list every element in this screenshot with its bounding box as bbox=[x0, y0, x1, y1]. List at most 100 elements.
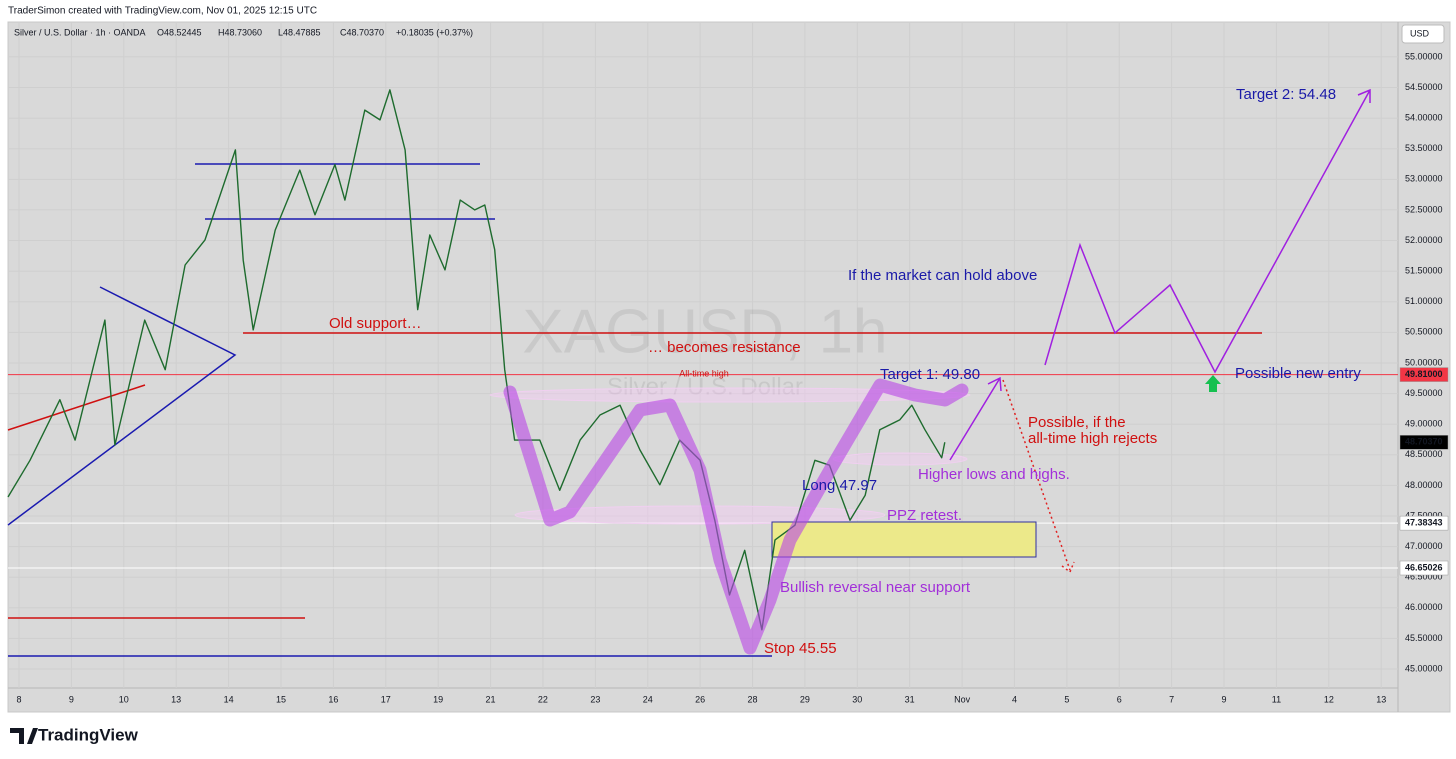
x-tick-label: 12 bbox=[1324, 694, 1334, 704]
price-tag-label: 48.70370 bbox=[1405, 437, 1443, 447]
annotation: All-time high bbox=[679, 368, 729, 378]
annotation: Target 2: 54.48 bbox=[1236, 86, 1336, 103]
annotation: … becomes resistance bbox=[648, 339, 801, 356]
chart-title: Silver / U.S. Dollar · 1h · OANDA bbox=[14, 27, 146, 37]
x-tick-label: 24 bbox=[643, 694, 653, 704]
price-tag bbox=[1399, 515, 1449, 531]
series bbox=[7, 89, 946, 631]
y-tick-label: 48.50000 bbox=[1405, 449, 1443, 459]
y-tick-label: 51.00000 bbox=[1405, 296, 1443, 306]
x-tick-label: 7 bbox=[1169, 694, 1174, 704]
chart-panel bbox=[7, 21, 1451, 713]
annotation: Possible new entry bbox=[1235, 365, 1361, 382]
time-axis: 8 9 10 13 14 15 16 17 19 21 22 23 24 26 28 29 30 31 Nov 4 5 6… bbox=[16, 694, 1386, 704]
levels bbox=[8, 374, 1398, 569]
x-tick-label: 5 bbox=[1064, 694, 1069, 704]
x-tick-label: 4 bbox=[1012, 694, 1017, 704]
y-tick-label: 48.00000 bbox=[1405, 480, 1443, 490]
drawings bbox=[7, 163, 1262, 657]
x-tick-label: 9 bbox=[1222, 694, 1227, 704]
x-tick-label: 9 bbox=[69, 694, 74, 704]
x-tick-label: 6 bbox=[1117, 694, 1122, 704]
annotation: If the market can hold above bbox=[848, 267, 1037, 284]
x-tick-label: 8 bbox=[16, 694, 21, 704]
ohlc: L48.47885 bbox=[278, 27, 321, 37]
annotation: Possible, if the bbox=[1028, 414, 1126, 431]
annotation: PPZ retest. bbox=[887, 507, 962, 524]
x-tick-label: 29 bbox=[800, 694, 810, 704]
annotation: all-time high rejects bbox=[1028, 430, 1157, 447]
grid bbox=[8, 22, 1398, 688]
ohlc: O48.52445 bbox=[157, 27, 202, 37]
triangle bbox=[7, 286, 237, 526]
price-axis: 45.00000 45.50000 46.00000 46.50000 47.00000… bbox=[1399, 51, 1449, 673]
y-tick-label: 46.50000 bbox=[1405, 572, 1443, 582]
annotations: Old support… … becomes resistance All-ti… bbox=[329, 86, 1361, 657]
x-tick-label: 15 bbox=[276, 694, 286, 704]
annotation: Stop 45.55 bbox=[764, 640, 837, 657]
price-tag-label: 46.65026 bbox=[1405, 562, 1443, 572]
x-tick-label: 21 bbox=[486, 694, 496, 704]
x-tick-label: 26 bbox=[695, 694, 705, 704]
y-tick-label: 50.50000 bbox=[1405, 327, 1443, 337]
x-tick-label: Nov bbox=[954, 694, 971, 704]
projection-dotted bbox=[1002, 379, 1075, 574]
x-tick-label: 11 bbox=[1272, 694, 1281, 704]
x-tick-label: 30 bbox=[852, 694, 862, 704]
x-tick-label: 28 bbox=[748, 694, 758, 704]
x-tick-label: 23 bbox=[590, 694, 600, 704]
annotation: Bullish reversal near support bbox=[780, 579, 971, 596]
y-tick-label: 45.00000 bbox=[1405, 663, 1443, 673]
annotation: Old support… bbox=[329, 315, 422, 332]
projection bbox=[1044, 88, 1371, 374]
y-tick-label: 54.50000 bbox=[1405, 82, 1443, 92]
x-tick-label: 13 bbox=[1376, 694, 1386, 704]
projection bbox=[949, 376, 1002, 461]
annotation: Target 1: 49.80 bbox=[880, 366, 980, 383]
x-tick-label: 14 bbox=[224, 694, 234, 704]
watermark-sub: Silver / U.S. Dollar bbox=[607, 373, 803, 400]
y-tick-label: 46.00000 bbox=[1405, 602, 1443, 612]
drawing-line bbox=[7, 384, 146, 431]
x-tick-label: 17 bbox=[381, 694, 391, 704]
entry-arrow bbox=[1205, 375, 1221, 392]
annotation: Long 47.97 bbox=[802, 477, 877, 494]
y-tick-label: 53.00000 bbox=[1405, 174, 1443, 184]
y-tick-label: 49.50000 bbox=[1405, 388, 1443, 398]
y-tick-label: 54.00000 bbox=[1405, 112, 1443, 122]
price-tag bbox=[1399, 367, 1449, 382]
drawings-top bbox=[503, 88, 1371, 655]
header: TraderSimon created with TradingView.com… bbox=[8, 6, 317, 17]
ppz-box bbox=[771, 521, 1037, 558]
y-tick-label: 47.50000 bbox=[1405, 510, 1443, 520]
y-tick-label: 47.00000 bbox=[1405, 541, 1443, 551]
currency-box[interactable] bbox=[1401, 24, 1445, 44]
price-tag-label: 47.38343 bbox=[1405, 518, 1443, 528]
x-tick-label: 31 bbox=[905, 694, 915, 704]
pattern-path bbox=[503, 378, 969, 655]
annotation: Higher lows and highs. bbox=[918, 466, 1070, 483]
logo bbox=[10, 728, 38, 744]
footer: TradingView bbox=[38, 725, 139, 744]
y-tick-label: 52.50000 bbox=[1405, 204, 1443, 214]
x-tick-label: 13 bbox=[171, 694, 181, 704]
x-tick-label: 19 bbox=[433, 694, 443, 704]
y-tick-label: 52.00000 bbox=[1405, 235, 1443, 245]
y-tick-label: 53.50000 bbox=[1405, 143, 1443, 153]
currency[interactable]: USD bbox=[1410, 28, 1430, 38]
watermark: XAGUSD, 1h bbox=[522, 297, 887, 366]
zone-ellipse bbox=[489, 387, 971, 403]
y-tick-label: 55.00000 bbox=[1405, 51, 1443, 61]
price-line bbox=[7, 89, 946, 631]
price-tag bbox=[1399, 560, 1449, 576]
x-tick-label: 16 bbox=[328, 694, 338, 704]
x-tick-label: 10 bbox=[119, 694, 129, 704]
price-tag-label: 49.81000 bbox=[1405, 369, 1443, 379]
ohlc: +0.18035 (+0.37%) bbox=[396, 27, 473, 37]
x-tick-label: 22 bbox=[538, 694, 548, 704]
zone-ellipse bbox=[832, 452, 968, 466]
y-tick-label: 45.50000 bbox=[1405, 633, 1443, 643]
ohlc: H48.73060 bbox=[218, 27, 262, 37]
y-tick-label: 51.50000 bbox=[1405, 266, 1443, 276]
